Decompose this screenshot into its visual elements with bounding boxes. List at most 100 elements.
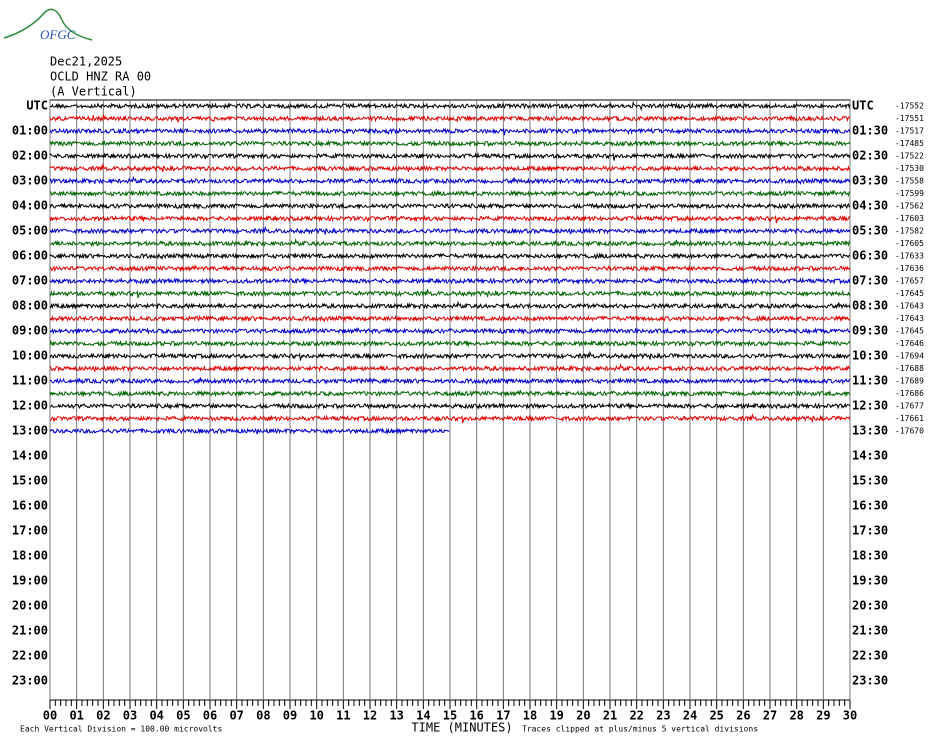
- trace: [49, 389, 851, 398]
- trace: [49, 100, 851, 112]
- trace: [49, 377, 850, 386]
- x-tick-label: 02: [96, 709, 110, 723]
- right-label: 05:30: [852, 224, 888, 238]
- x-tick-label: 10: [309, 709, 323, 723]
- trace: [49, 277, 851, 285]
- trace: [49, 362, 851, 373]
- trace: [49, 327, 851, 335]
- left-label: 12:00: [12, 399, 48, 413]
- right-label: 04:30: [852, 199, 888, 213]
- left-label: 15:00: [12, 474, 48, 488]
- right-label: 22:30: [852, 649, 888, 663]
- right-label: 01:30: [852, 124, 888, 138]
- x-tick-label: 12: [363, 709, 377, 723]
- trace: [49, 114, 851, 124]
- trace: [49, 314, 851, 323]
- left-label: 09:00: [12, 324, 48, 338]
- trace: [49, 350, 851, 361]
- trace: [49, 413, 851, 424]
- trace: [49, 139, 851, 148]
- trace: [49, 288, 851, 299]
- offset-label: -17688: [895, 364, 924, 373]
- left-label: 08:00: [12, 299, 48, 313]
- offset-label: -17530: [895, 164, 924, 173]
- x-tick-label: 05: [176, 709, 190, 723]
- offset-label: -17645: [895, 327, 924, 336]
- right-label: 23:30: [852, 674, 888, 688]
- trace: [49, 225, 851, 235]
- x-tick-label: 26: [736, 709, 750, 723]
- left-label: 03:00: [12, 174, 48, 188]
- offset-label: -17670: [895, 427, 924, 436]
- trace: [49, 189, 851, 198]
- offset-label: -17643: [895, 314, 924, 323]
- right-label: UTC: [852, 99, 874, 113]
- trace: [49, 202, 851, 210]
- left-label: 14:00: [12, 449, 48, 463]
- right-label: 21:30: [852, 624, 888, 638]
- right-label: 09:30: [852, 324, 888, 338]
- logo-text: OFGC: [40, 27, 76, 42]
- offset-label: -17551: [895, 114, 924, 123]
- x-tick-label: 17: [496, 709, 510, 723]
- offset-label: -17552: [895, 102, 924, 111]
- offset-label: -17657: [895, 277, 924, 286]
- offset-label: -17694: [895, 352, 924, 361]
- offset-label: -17562: [895, 202, 924, 211]
- offset-label: -17689: [895, 377, 924, 386]
- right-label: 16:30: [852, 499, 888, 513]
- trace: [49, 175, 851, 186]
- trace: [49, 214, 851, 224]
- x-tick-label: 00: [43, 709, 57, 723]
- trace: [49, 163, 851, 173]
- x-tick-label: 21: [603, 709, 617, 723]
- trace: [49, 252, 851, 261]
- offset-label: -17485: [895, 139, 924, 148]
- offset-label: -17633: [895, 252, 924, 261]
- right-label: 18:30: [852, 549, 888, 563]
- offset-label: -17517: [895, 127, 924, 136]
- x-tick-label: 15: [443, 709, 457, 723]
- left-label: 13:00: [12, 424, 48, 438]
- offset-label: -17661: [895, 414, 924, 423]
- left-label: 19:00: [12, 574, 48, 588]
- right-label: 13:30: [852, 424, 888, 438]
- x-tick-label: 19: [549, 709, 563, 723]
- left-label: 22:00: [12, 649, 48, 663]
- x-tick-label: 06: [203, 709, 217, 723]
- x-tick-label: 16: [469, 709, 483, 723]
- right-label: 06:30: [852, 249, 888, 263]
- offset-label: -17522: [895, 152, 924, 161]
- right-label: 08:30: [852, 299, 888, 313]
- x-tick-label: 09: [283, 709, 297, 723]
- component: (A Vertical): [50, 85, 137, 99]
- trace: [49, 402, 851, 410]
- left-label: 04:00: [12, 199, 48, 213]
- x-tick-label: 20: [576, 709, 590, 723]
- left-label: 05:00: [12, 224, 48, 238]
- offset-label: -17677: [895, 402, 924, 411]
- logo-shape: [3, 8, 93, 41]
- axis-title: TIME (MINUTES): [411, 721, 512, 735]
- left-label: 16:00: [12, 499, 48, 513]
- offset-label: -17582: [895, 227, 924, 236]
- left-label: 17:00: [12, 524, 48, 538]
- trace: [49, 127, 851, 136]
- left-label: UTC: [26, 99, 48, 113]
- trace: [49, 264, 851, 273]
- right-label: 15:30: [852, 474, 888, 488]
- right-label: 11:30: [852, 374, 888, 388]
- offset-label: -17599: [895, 189, 924, 198]
- left-label: 20:00: [12, 599, 48, 613]
- trace: [50, 237, 851, 248]
- trace: [49, 427, 450, 435]
- x-tick-label: 28: [789, 709, 803, 723]
- offset-label: -17686: [895, 389, 924, 398]
- offset-label: -17636: [895, 264, 924, 273]
- x-tick-label: 23: [656, 709, 670, 723]
- offset-label: -17558: [895, 177, 924, 186]
- x-tick-label: 03: [123, 709, 137, 723]
- x-tick-label: 01: [69, 709, 83, 723]
- offset-label: -17605: [895, 239, 924, 248]
- offset-label: -17603: [895, 214, 924, 223]
